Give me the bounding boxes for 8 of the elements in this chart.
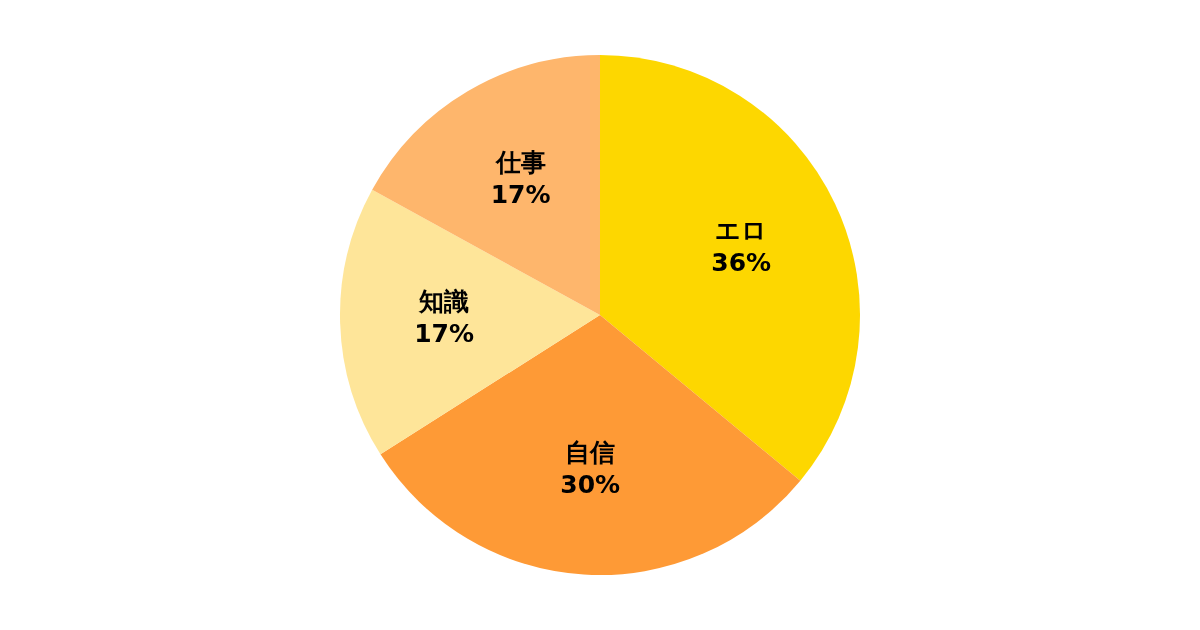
slice-label: エロ bbox=[715, 216, 768, 246]
slice-label: 知識 bbox=[418, 287, 470, 317]
data-label: 17% bbox=[414, 319, 474, 349]
data-label: 30% bbox=[560, 470, 621, 500]
data-label: 36% bbox=[711, 248, 772, 278]
data-label: 17% bbox=[490, 180, 551, 210]
slice-label: 仕事 bbox=[494, 148, 546, 178]
slice-label: 自信 bbox=[565, 438, 616, 468]
